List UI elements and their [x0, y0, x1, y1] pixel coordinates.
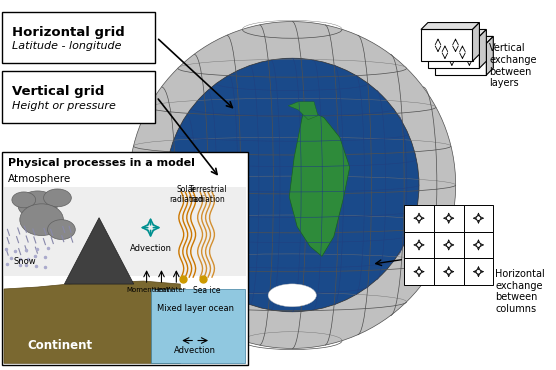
Ellipse shape — [129, 21, 456, 349]
Bar — [4, 187, 246, 276]
Text: Height or pressure: Height or pressure — [12, 101, 116, 111]
Ellipse shape — [268, 284, 316, 307]
Ellipse shape — [12, 192, 36, 208]
Polygon shape — [288, 102, 318, 120]
Text: Advection: Advection — [174, 346, 216, 356]
Bar — [404, 258, 434, 285]
Text: Snow: Snow — [14, 257, 37, 266]
Bar — [434, 258, 464, 285]
Text: Continent: Continent — [28, 339, 93, 352]
Polygon shape — [428, 30, 486, 36]
Text: Advection: Advection — [130, 245, 172, 253]
Ellipse shape — [20, 204, 63, 236]
Text: Sea ice: Sea ice — [193, 286, 221, 295]
Text: Water: Water — [166, 287, 187, 293]
Text: Solar
radiation: Solar radiation — [169, 185, 203, 204]
Polygon shape — [479, 30, 486, 68]
FancyBboxPatch shape — [2, 71, 155, 122]
Polygon shape — [151, 289, 245, 363]
Text: Atmosphere: Atmosphere — [8, 174, 71, 184]
Bar — [434, 205, 464, 232]
Polygon shape — [4, 281, 180, 363]
Text: Vertical grid: Vertical grid — [12, 85, 105, 98]
FancyBboxPatch shape — [2, 11, 155, 63]
Text: Latitude - longitude: Latitude - longitude — [12, 41, 121, 51]
Bar — [464, 258, 493, 285]
Text: Heat: Heat — [153, 287, 170, 293]
Text: Vertical
exchange
between
layers: Vertical exchange between layers — [489, 43, 537, 88]
Bar — [464, 232, 493, 258]
Polygon shape — [435, 36, 493, 43]
Text: Horizontal grid: Horizontal grid — [12, 26, 125, 38]
Bar — [464, 205, 493, 232]
Ellipse shape — [18, 191, 57, 219]
Bar — [404, 205, 434, 232]
Polygon shape — [289, 108, 350, 256]
Bar — [434, 232, 464, 258]
Ellipse shape — [43, 189, 71, 207]
Text: Physical processes in a model: Physical processes in a model — [8, 158, 195, 168]
Bar — [2, 152, 247, 365]
Polygon shape — [64, 218, 134, 284]
Bar — [421, 30, 473, 61]
Bar — [435, 43, 486, 75]
Polygon shape — [486, 36, 493, 75]
Text: Mixed layer ocean: Mixed layer ocean — [156, 304, 234, 313]
Text: Terrestrial
radiation: Terrestrial radiation — [189, 185, 227, 204]
Text: Momentum: Momentum — [127, 287, 166, 293]
Text: Horizontal
exchange
between
columns: Horizontal exchange between columns — [495, 269, 545, 314]
Ellipse shape — [166, 58, 419, 312]
Bar — [428, 36, 479, 68]
Polygon shape — [421, 23, 479, 30]
Bar — [404, 232, 434, 258]
Polygon shape — [473, 23, 479, 61]
Ellipse shape — [48, 220, 75, 239]
